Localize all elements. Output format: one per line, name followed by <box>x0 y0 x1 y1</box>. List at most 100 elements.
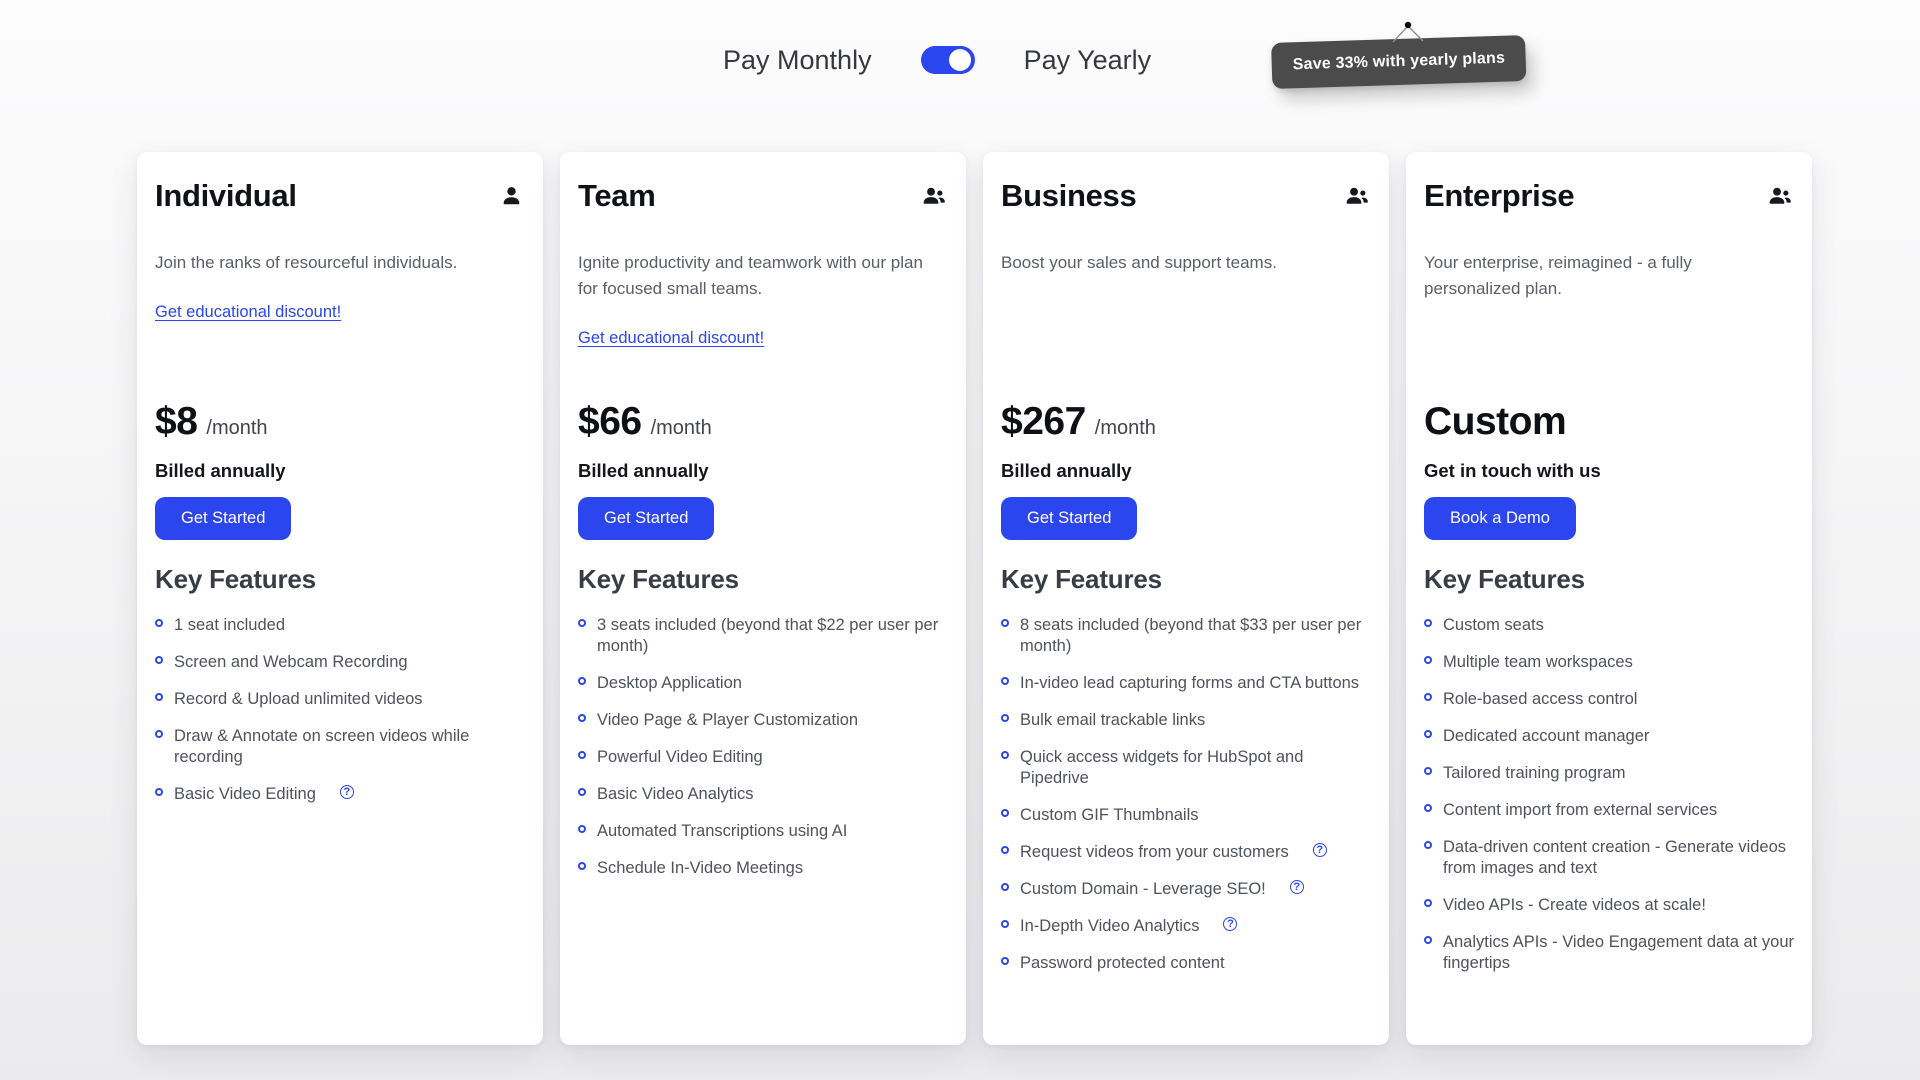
educational-discount-link[interactable]: Get educational discount! <box>155 303 342 321</box>
feature-item: Analytics APIs - Video Engagement data a… <box>1424 932 1798 974</box>
plan-card-header: Business <box>1001 178 1369 214</box>
plan-intro: Join the ranks of resourceful individual… <box>155 250 517 322</box>
feature-text: Request videos from your customers <box>1020 843 1289 861</box>
feature-text: Analytics APIs - Video Engagement data a… <box>1443 933 1794 972</box>
bullet-circle-icon <box>155 656 163 664</box>
feature-text: Custom Domain - Leverage SEO! <box>1020 880 1266 898</box>
plan-intro: Ignite productivity and teamwork with ou… <box>578 250 940 348</box>
feature-item: Powerful Video Editing <box>578 747 952 768</box>
billing-toggle[interactable] <box>920 46 975 74</box>
key-features-heading: Key Features <box>1001 564 1162 594</box>
toggle-knob-icon <box>948 49 971 71</box>
bullet-circle-icon <box>1424 656 1432 664</box>
help-question-icon[interactable]: ? <box>1312 843 1327 857</box>
bullet-circle-icon <box>155 788 163 796</box>
feature-text: Draw & Annotate on screen videos while r… <box>174 727 470 766</box>
pay-yearly-label[interactable]: Pay Yearly <box>1023 44 1152 75</box>
people-icon <box>1769 187 1791 204</box>
feature-item: Video APIs - Create videos at scale! <box>1424 895 1798 916</box>
feature-item: Video Page & Player Customization <box>578 710 952 731</box>
feature-item: Automated Transcriptions using AI <box>578 821 952 842</box>
bullet-circle-icon <box>155 619 163 627</box>
plan-card-team: Team Ignite productivity and teamwork wi… <box>560 152 966 1045</box>
people-icon <box>923 187 945 204</box>
feature-item: Custom Domain - Leverage SEO! ? <box>1001 879 1375 900</box>
bullet-circle-icon <box>578 677 586 685</box>
plan-cta-button[interactable]: Get Started <box>578 497 715 540</box>
plan-title: Team <box>578 178 656 213</box>
bullet-circle-icon <box>578 714 586 722</box>
price-row: $267 /month <box>1001 400 1156 444</box>
plan-title: Business <box>1001 178 1137 213</box>
bullet-circle-icon <box>1424 619 1432 627</box>
bullet-circle-icon <box>1424 841 1432 849</box>
price-period: /month <box>1094 417 1156 439</box>
feature-text: Custom GIF Thumbnails <box>1020 806 1199 824</box>
plan-intro: Your enterprise, reimagined - a fully pe… <box>1424 250 1786 302</box>
bullet-circle-icon <box>1424 693 1432 701</box>
bullet-circle-icon <box>155 730 163 738</box>
bullet-circle-icon <box>1424 899 1432 907</box>
feature-item: Password protected content <box>1001 953 1375 974</box>
feature-item: 1 seat included <box>155 615 529 636</box>
feature-text: 8 seats included (beyond that $33 per us… <box>1020 616 1362 655</box>
bullet-circle-icon <box>578 825 586 833</box>
plan-cta-button[interactable]: Get Started <box>1001 497 1138 540</box>
feature-item: In-video lead capturing forms and CTA bu… <box>1001 673 1375 694</box>
feature-text: In-Depth Video Analytics <box>1020 917 1200 935</box>
help-question-icon[interactable]: ? <box>1223 917 1238 931</box>
billing-toggle-row: Pay Monthly Pay Yearly <box>723 40 1151 80</box>
plan-price: $66 <box>578 400 642 443</box>
bullet-circle-icon <box>1001 846 1009 854</box>
educational-discount-link[interactable]: Get educational discount! <box>578 329 765 347</box>
plan-description: Your enterprise, reimagined - a fully pe… <box>1424 253 1692 298</box>
help-question-icon[interactable]: ? <box>339 785 354 799</box>
feature-item: Draw & Annotate on screen videos while r… <box>155 726 529 768</box>
feature-text: Screen and Webcam Recording <box>174 653 408 671</box>
bullet-circle-icon <box>1001 920 1009 928</box>
feature-item: Record & Upload unlimited videos <box>155 689 529 710</box>
bullet-circle-icon <box>1424 936 1432 944</box>
features-list: 1 seat included Screen and Webcam Record… <box>155 615 529 805</box>
feature-text: 1 seat included <box>174 616 285 634</box>
people-icon <box>1346 187 1368 204</box>
plan-card-header: Team <box>578 178 946 214</box>
feature-item: Screen and Webcam Recording <box>155 652 529 673</box>
feature-item: Basic Video Editing ? <box>155 784 529 805</box>
help-question-icon[interactable]: ? <box>1289 880 1304 894</box>
pay-monthly-label[interactable]: Pay Monthly <box>723 44 872 75</box>
feature-item: Custom seats <box>1424 615 1798 636</box>
feature-item: 8 seats included (beyond that $33 per us… <box>1001 615 1375 657</box>
feature-item: Schedule In-Video Meetings <box>578 858 952 879</box>
bullet-circle-icon <box>1424 730 1432 738</box>
feature-item: Request videos from your customers ? <box>1001 842 1375 863</box>
feature-item: Quick access widgets for HubSpot and Pip… <box>1001 747 1375 789</box>
bullet-circle-icon <box>1001 714 1009 722</box>
plan-intro: Boost your sales and support teams. <box>1001 250 1363 276</box>
feature-item: 3 seats included (beyond that $22 per us… <box>578 615 952 657</box>
feature-item: Basic Video Analytics <box>578 784 952 805</box>
billing-note: Get in touch with us <box>1424 460 1601 481</box>
feature-text: Custom seats <box>1443 616 1544 634</box>
plan-description: Boost your sales and support teams. <box>1001 253 1277 272</box>
bullet-circle-icon <box>1001 751 1009 759</box>
plan-card-business: Business Boost your sales and support te… <box>983 152 1389 1045</box>
features-list: 8 seats included (beyond that $33 per us… <box>1001 615 1375 974</box>
feature-text: Record & Upload unlimited videos <box>174 690 423 708</box>
key-features-heading: Key Features <box>155 564 316 594</box>
feature-text: Quick access widgets for HubSpot and Pip… <box>1020 748 1304 787</box>
plan-cta-button[interactable]: Book a Demo <box>1424 497 1576 540</box>
bullet-circle-icon <box>1001 619 1009 627</box>
plan-cta-button[interactable]: Get Started <box>155 497 292 540</box>
features-list: 3 seats included (beyond that $22 per us… <box>578 615 952 879</box>
plan-price: $8 <box>155 400 198 443</box>
feature-item: Bulk email trackable links <box>1001 710 1375 731</box>
bullet-circle-icon <box>1001 677 1009 685</box>
plan-price: $267 <box>1001 400 1086 443</box>
price-row: $66 /month <box>578 400 712 444</box>
feature-item: Dedicated account manager <box>1424 726 1798 747</box>
features-list: Custom seats Multiple team workspaces Ro… <box>1424 615 1798 974</box>
plan-description: Ignite productivity and teamwork with ou… <box>578 253 923 298</box>
feature-text: Basic Video Analytics <box>597 785 754 803</box>
feature-text: Password protected content <box>1020 954 1225 972</box>
